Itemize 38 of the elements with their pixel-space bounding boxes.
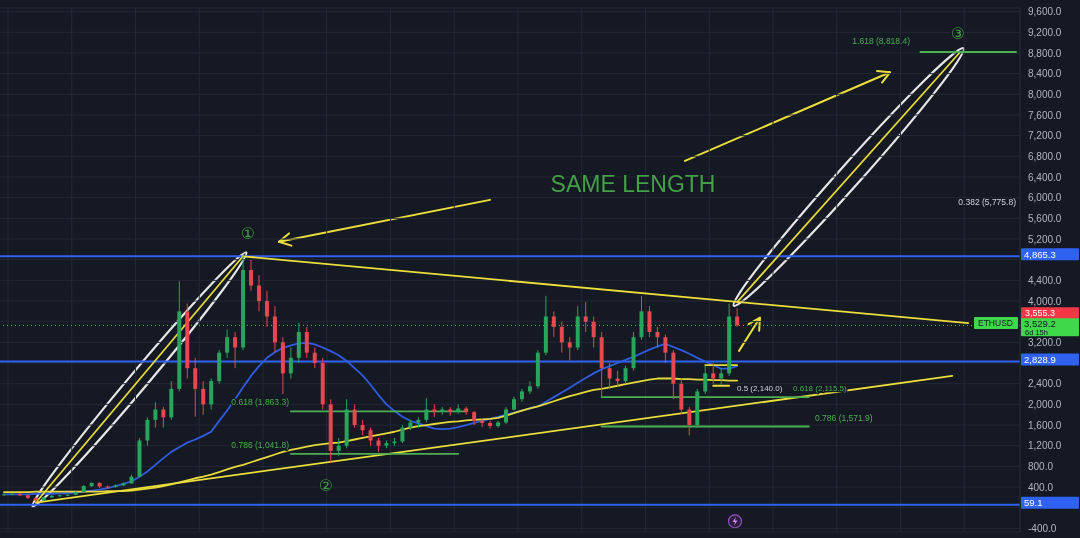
y-tick-label: 400.0 [1028,481,1054,493]
y-tick-label: 6,400.0 [1028,171,1062,183]
annotation: 0.5 (2,140.0) [737,384,783,394]
text: 3,555.3 [1025,307,1056,318]
y-tick-label: 2,400.0 [1028,378,1062,390]
y-tick-label: 8,000.0 [1028,88,1062,100]
annotation: ③ [950,24,966,42]
y-tick-label: 9,600.0 [1028,6,1062,18]
y-tick-label: 800.0 [1028,460,1054,472]
y-tick-label: 8,400.0 [1028,68,1062,80]
y-tick-label: 5,600.0 [1028,212,1062,224]
y-tick-label: 3,200.0 [1028,336,1062,348]
ref-line-label: 4,865.3 [1024,248,1056,260]
y-tick-label: 5,200.0 [1028,233,1062,245]
ref-line-label: 59.1 [1024,497,1043,509]
y-tick-label: 7,200.0 [1028,130,1062,142]
annotation: SAME LENGTH [550,171,716,198]
annotation: ② [318,476,334,494]
y-tick-label: 4,400.0 [1028,274,1062,286]
annotation: 0.618 (2,115.5) [793,384,847,394]
annotation: 1.618 (8,818.4) [852,36,911,47]
ref-line-label: 3,529.2 [1024,317,1056,329]
annotation: ETHUSD [978,318,1013,329]
y-tick-label: -400.0 [1028,522,1057,534]
annotation: 0.786 (1,041.8) [231,440,290,451]
y-tick-label: 9,200.0 [1028,26,1062,38]
y-tick-label: 8,800.0 [1028,47,1062,59]
annotation: 0.382 (5,775.8) [958,196,1017,207]
y-tick-label: 6,800.0 [1028,150,1062,162]
y-tick-label: 4,000.0 [1028,295,1062,307]
y-tick-label: 2,000.0 [1028,398,1062,410]
annotation: ① [240,225,256,243]
ref-line-label: 2,828.9 [1024,354,1056,366]
y-tick-label: 1,200.0 [1028,440,1062,452]
y-tick-label: 7,600.0 [1028,109,1062,121]
annotation: 0.786 (1,571.9) [815,413,873,424]
y-tick-label: 1,600.0 [1028,419,1062,431]
y-tick-label: 6,000.0 [1028,192,1062,204]
